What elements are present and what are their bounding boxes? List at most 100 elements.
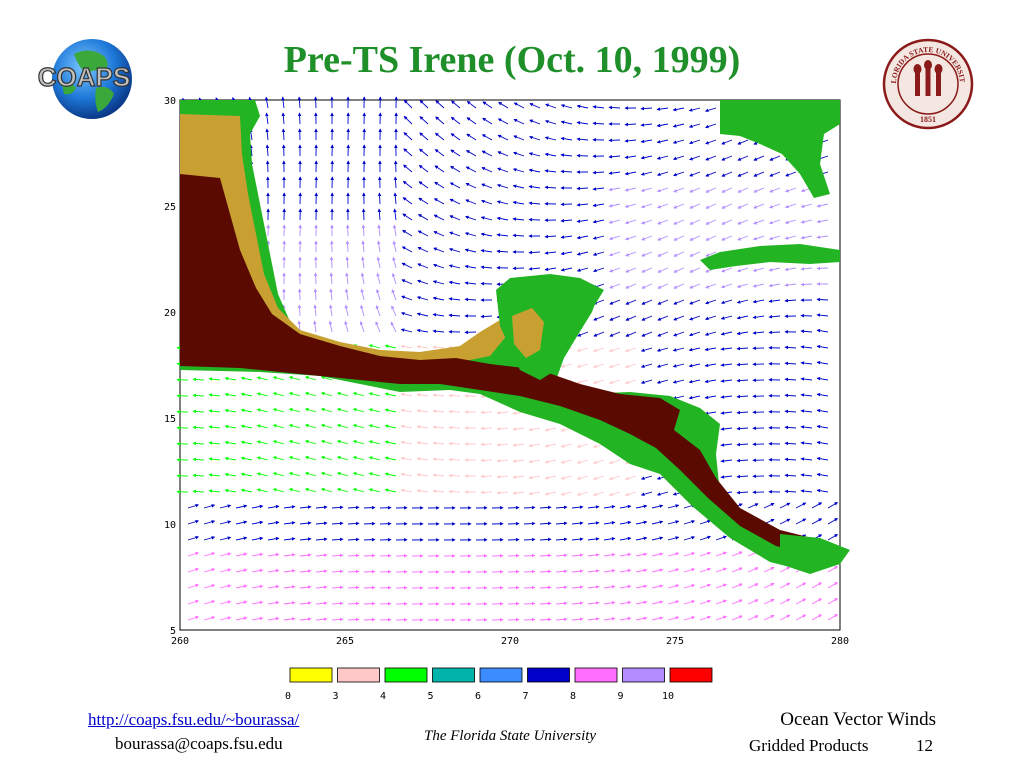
wind-vector [731,551,743,557]
wind-vector [465,150,477,157]
wind-vector [432,425,445,429]
wind-vector [432,329,445,334]
wind-vector [265,112,269,125]
wind-vector [402,229,413,237]
wind-vector [672,123,685,128]
wind-vector [451,100,461,109]
wind-vector [496,411,509,415]
legend-swatch [527,667,570,683]
wind-vector [304,471,317,477]
wind-vector [667,536,680,541]
wind-vector [576,121,589,125]
wind-vector [449,215,461,221]
wind-vector [688,363,701,368]
wind-vector [624,203,637,208]
wind-vector [785,171,797,177]
wind-vector [640,347,653,352]
wind-vector [720,475,733,479]
wind-vector [560,459,573,464]
wind-vector [465,166,477,173]
wind-vector [187,599,200,605]
wind-vector [235,520,248,525]
wind-vector [656,363,669,368]
wind-vector [816,440,829,445]
x-tick-label: 265 [336,636,354,647]
wind-vector [737,155,749,161]
wind-vector [523,585,536,590]
wind-vector [705,219,717,225]
wind-vector [465,182,477,189]
wind-vector [336,471,349,477]
wind-vector [704,331,717,336]
wind-vector [419,148,429,157]
wind-vector [376,288,381,301]
wind-vector-map: 260 265 270 275 280 30 25 20 15 10 5 [164,96,850,647]
wind-vector [498,101,509,109]
wind-vector [331,505,344,510]
legend-label: 3 [332,691,338,702]
wind-vector [657,235,669,241]
wind-vector [609,331,621,337]
wind-vector [448,393,461,398]
wind-vector [795,614,807,621]
wind-vector [731,599,743,605]
wind-vector [635,616,648,621]
wind-vector [434,132,445,141]
wind-vector [753,155,765,161]
wind-vector [560,443,573,448]
wind-vector [265,144,270,157]
wind-vector [219,600,232,605]
wind-vector [800,203,813,208]
wind-vector [481,183,493,189]
wind-vector [376,272,381,285]
legend-label: 4 [380,691,386,702]
wind-vector [513,118,525,125]
wind-vector [587,601,600,605]
wind-vector [603,537,616,541]
legend-label: 0 [285,691,291,702]
wind-vector [347,521,360,526]
wind-vector [329,256,334,269]
wind-vector [528,135,541,141]
wind-vector [640,203,653,209]
wind-vector [297,112,302,125]
wind-vector [673,187,685,193]
wind-vector [432,313,445,317]
wind-vector [784,489,797,494]
wind-vector [720,299,733,305]
wind-vector [267,600,280,605]
wind-vector [811,614,823,621]
wind-vector [576,235,589,240]
wind-vector [689,315,701,321]
wind-vector [288,376,301,381]
wind-vector [251,568,264,573]
wind-vector [433,214,445,221]
wind-vector [466,100,477,109]
wind-vector [208,393,221,397]
wind-vector [224,376,237,381]
wind-vector [347,601,360,606]
footer-link[interactable]: http://coaps.fsu.edu/~bourassa/ [88,710,300,729]
wind-vector [576,363,589,368]
wind-vector [705,235,717,241]
wind-vector [265,128,269,141]
wind-vector [672,347,685,352]
wind-vector [736,283,749,288]
wind-vector [683,552,696,557]
wind-vector [256,456,269,461]
wind-vector [545,103,557,109]
wind-vector [672,155,685,161]
wind-vector [512,491,525,495]
wind-vector [464,248,477,253]
wind-vector [391,289,397,301]
wind-vector [768,235,781,241]
wind-vector [673,171,685,177]
wind-vector [235,568,248,573]
wind-vector [651,568,664,573]
wind-vector [587,553,600,557]
wind-vector [657,251,669,257]
wind-vector [705,251,717,257]
wind-vector [753,203,765,209]
wind-vector [344,288,349,301]
wind-vector [368,344,381,349]
